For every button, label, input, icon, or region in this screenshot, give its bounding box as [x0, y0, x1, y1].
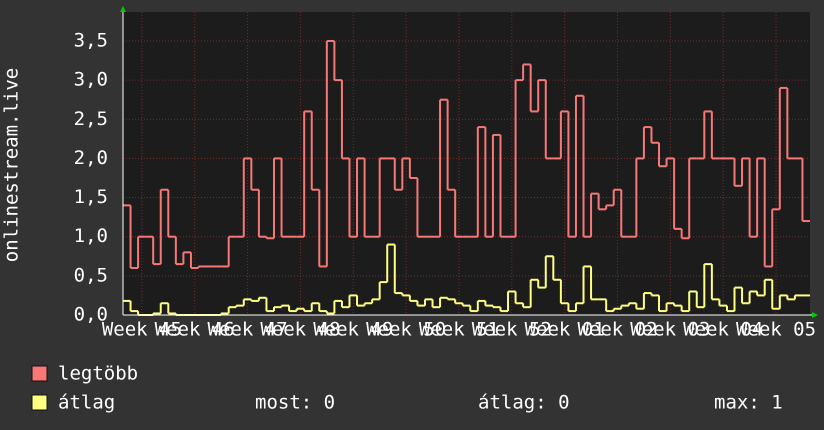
x-tick-label: Week 45	[102, 319, 182, 341]
y-tick-label: 1,5	[74, 186, 108, 208]
y-tick-label: 2,0	[74, 147, 108, 169]
legend-swatch	[31, 365, 48, 382]
x-tick-label: Week 50	[366, 319, 446, 341]
plot	[123, 12, 810, 316]
x-tick-label: Week 49	[313, 319, 393, 341]
stat: átlag: 0	[478, 392, 570, 414]
axis-arrow	[120, 6, 126, 12]
x-tick-label: Week 46	[155, 319, 235, 341]
x-tick-label: Week 01	[525, 319, 605, 341]
x-tick-label: Week 51	[419, 319, 499, 341]
legend-swatch	[31, 394, 48, 411]
x-tick-label: Week 05	[736, 319, 816, 341]
stat: max: 1	[714, 392, 783, 414]
y-tick-label: 0,5	[74, 264, 108, 286]
legend-label: átlag	[58, 392, 115, 414]
y-tick-label: 0,0	[74, 304, 108, 326]
y-tick-label: 2,5	[74, 108, 108, 130]
stat: most: 0	[255, 392, 335, 414]
x-tick-label: Week 48	[260, 319, 340, 341]
x-tick-label: Week 47	[208, 319, 288, 341]
x-tick-label: Week 52	[472, 319, 552, 341]
plot-area	[123, 12, 810, 315]
y-axis-label: onlinestream.live	[1, 68, 23, 262]
y-tick-label: 3,5	[74, 29, 108, 51]
y-tick-label: 3,0	[74, 69, 108, 91]
x-tick-label: Week 02	[577, 319, 657, 341]
axis-arrow	[812, 312, 818, 318]
step-riser	[129, 244, 796, 315]
legend-label: legtöbb	[58, 363, 138, 385]
y-tick-label: 1,0	[74, 225, 108, 247]
x-tick-label: Week 03	[630, 319, 710, 341]
x-tick-label: Week 04	[683, 319, 763, 341]
